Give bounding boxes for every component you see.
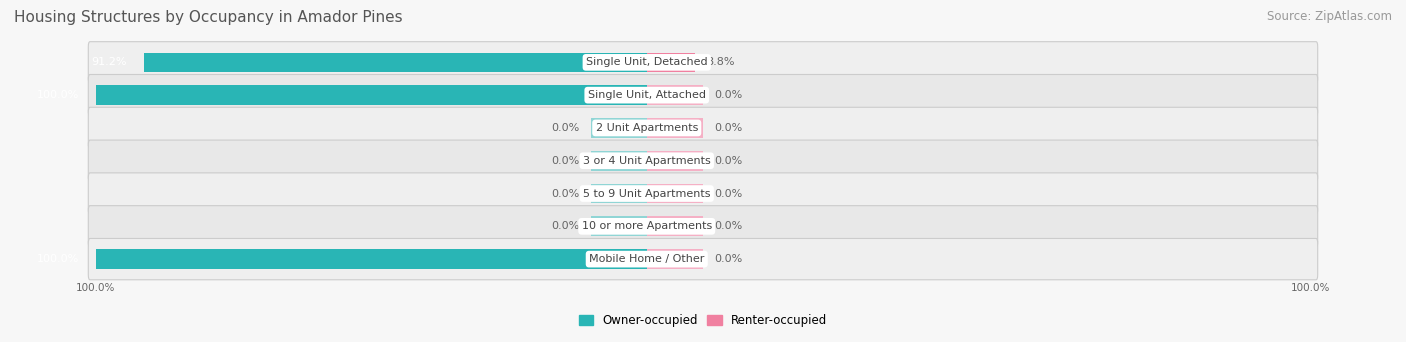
Bar [96,85,647,105]
Bar [591,216,647,236]
Legend: Owner-occupied, Renter-occupied: Owner-occupied, Renter-occupied [579,314,827,327]
Text: Source: ZipAtlas.com: Source: ZipAtlas.com [1267,10,1392,23]
Text: 100.0%: 100.0% [1291,283,1330,293]
Text: 3 or 4 Unit Apartments: 3 or 4 Unit Apartments [583,156,710,166]
Text: 0.0%: 0.0% [551,188,579,199]
Text: 0.0%: 0.0% [551,221,579,231]
Bar [647,151,703,171]
Text: 5 to 9 Unit Apartments: 5 to 9 Unit Apartments [583,188,710,199]
Text: Mobile Home / Other: Mobile Home / Other [589,254,704,264]
Text: 8.8%: 8.8% [706,57,735,67]
Bar [591,184,647,203]
Text: 0.0%: 0.0% [551,156,579,166]
Text: 0.0%: 0.0% [714,221,742,231]
Text: 10 or more Apartments: 10 or more Apartments [582,221,711,231]
Text: 0.0%: 0.0% [714,156,742,166]
FancyBboxPatch shape [89,238,1317,280]
Bar [591,151,647,171]
Bar [143,53,647,72]
Text: Single Unit, Attached: Single Unit, Attached [588,90,706,100]
FancyBboxPatch shape [89,107,1317,149]
Bar [647,85,703,105]
FancyBboxPatch shape [89,75,1317,116]
FancyBboxPatch shape [89,173,1317,214]
Bar [591,118,647,138]
Bar [647,53,695,72]
Text: 100.0%: 100.0% [37,90,79,100]
Text: 100.0%: 100.0% [37,254,79,264]
FancyBboxPatch shape [89,42,1317,83]
Bar [96,249,647,269]
Text: 0.0%: 0.0% [714,188,742,199]
Bar [647,216,703,236]
Bar [647,184,703,203]
Bar [647,118,703,138]
Text: 0.0%: 0.0% [551,123,579,133]
Text: 2 Unit Apartments: 2 Unit Apartments [596,123,697,133]
Text: 0.0%: 0.0% [714,123,742,133]
Text: 91.2%: 91.2% [91,57,127,67]
Bar [647,249,703,269]
Text: 100.0%: 100.0% [76,283,115,293]
Text: Housing Structures by Occupancy in Amador Pines: Housing Structures by Occupancy in Amado… [14,10,402,25]
Text: Single Unit, Detached: Single Unit, Detached [586,57,707,67]
FancyBboxPatch shape [89,140,1317,181]
FancyBboxPatch shape [89,206,1317,247]
Text: 0.0%: 0.0% [714,254,742,264]
Text: 0.0%: 0.0% [714,90,742,100]
